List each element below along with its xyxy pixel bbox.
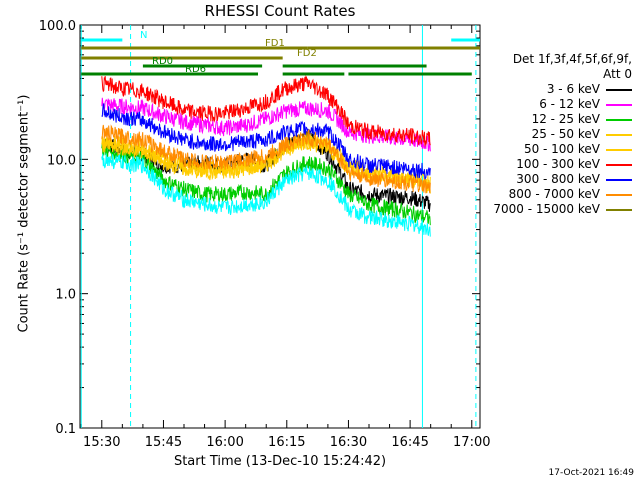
timestamp: 17-Oct-2021 16:49 — [548, 468, 634, 478]
legend-entry: 12 - 25 keV — [493, 112, 632, 127]
legend-label: 100 - 300 keV — [516, 157, 600, 171]
legend-swatch — [606, 148, 632, 151]
legend-entry: 300 - 800 keV — [493, 172, 632, 187]
series-line-5 — [101, 75, 431, 147]
y-tick-label: 0.1 — [55, 422, 76, 437]
legend-entry: 3 - 6 keV — [493, 82, 632, 97]
series-line-9 — [101, 153, 431, 237]
legend-label: 800 - 7000 keV — [508, 187, 600, 201]
legend-label: 50 - 100 keV — [523, 142, 600, 156]
x-tick-label: 16:30 — [330, 435, 367, 450]
chart-title: RHESSI Count Rates — [204, 2, 356, 20]
legend-label: 7000 - 15000 keV — [493, 202, 600, 216]
x-tick-label: 15:30 — [83, 435, 120, 450]
plot-frame — [79, 24, 481, 429]
legend-swatch — [606, 88, 632, 91]
legend-swatch — [606, 118, 632, 121]
x-tick-label: 16:15 — [268, 435, 305, 450]
legend-entry: 6 - 12 keV — [493, 97, 632, 112]
legend-label: 3 - 6 keV — [546, 82, 600, 96]
y-axis-label: Count Rate (s⁻¹ detector segment⁻¹) — [16, 94, 32, 333]
legend-title-line-2: Att 0 — [603, 67, 632, 81]
flag-label-fd2: FD2 — [297, 48, 317, 59]
y-tick-label: 1.0 — [55, 288, 76, 303]
flag-label-n: N — [140, 30, 147, 41]
legend-title-line-1: Det 1f,3f,4f,5f,6f,9f, — [512, 52, 632, 66]
legend-label: 25 - 50 keV — [531, 127, 600, 141]
series-line-1 — [101, 97, 431, 152]
x-tick-label: 16:00 — [206, 435, 243, 450]
legend-label: 12 - 25 keV — [531, 112, 600, 126]
legend-label: 6 - 12 keV — [539, 97, 600, 111]
legend: Det 1f,3f,4f,5f,6f,9f, Att 0 3 - 6 keV 6 … — [493, 52, 632, 217]
series-line-6 — [101, 103, 431, 181]
legend-entry: 7000 - 15000 keV — [493, 202, 632, 217]
series-line-7 — [101, 124, 431, 194]
legend-swatch — [606, 163, 632, 166]
x-tick-label: 17:00 — [453, 435, 490, 450]
legend-entry: 800 - 7000 keV — [493, 187, 632, 202]
legend-swatch — [606, 103, 632, 106]
y-tick-label: 100.0 — [39, 19, 76, 34]
x-tick-label: 16:45 — [391, 435, 428, 450]
legend-swatch — [606, 193, 632, 196]
x-tick-label: 15:45 — [145, 435, 182, 450]
legend-entry: 50 - 100 keV — [493, 142, 632, 157]
series-line-2 — [101, 142, 431, 226]
legend-entry: 100 - 300 keV — [493, 157, 632, 172]
legend-entry: 25 - 50 keV — [493, 127, 632, 142]
flag-label-fd1: FD1 — [265, 38, 285, 49]
legend-swatch — [606, 208, 632, 211]
legend-label: 300 - 800 keV — [516, 172, 600, 186]
y-tick-label: 10.0 — [47, 153, 76, 168]
flag-label-rd0: RD0 — [152, 56, 173, 67]
flag-label-rd6: RD6 — [185, 64, 206, 75]
legend-swatch — [606, 178, 632, 181]
legend-swatch — [606, 133, 632, 136]
x-axis-label: Start Time (13-Dec-10 15:24:42) — [173, 454, 387, 469]
